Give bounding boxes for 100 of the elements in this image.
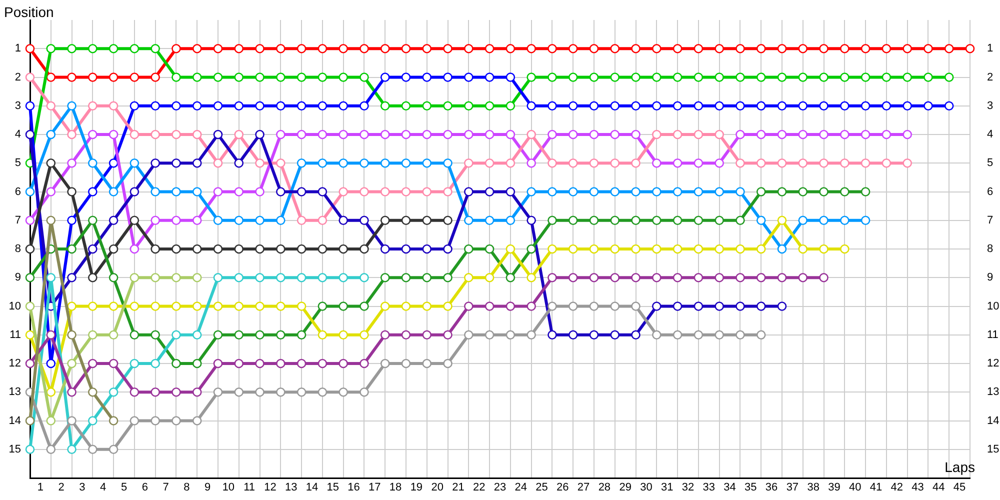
point	[714, 187, 724, 196]
point	[130, 72, 140, 82]
point	[631, 72, 640, 82]
point	[67, 72, 76, 82]
point	[318, 216, 328, 226]
point	[296, 244, 306, 254]
point	[860, 44, 870, 54]
point	[422, 130, 432, 140]
point	[172, 330, 181, 340]
point	[296, 330, 306, 340]
point	[338, 330, 348, 340]
point	[380, 101, 390, 111]
x-tick-label: 16	[348, 482, 360, 494]
point	[108, 158, 118, 168]
point	[338, 101, 348, 111]
point	[819, 72, 828, 82]
point	[526, 130, 536, 140]
point	[777, 216, 787, 226]
point	[67, 44, 76, 54]
point	[67, 101, 76, 111]
point	[484, 216, 494, 226]
point	[88, 44, 98, 54]
point	[46, 444, 56, 454]
x-tick-label: 8	[184, 482, 190, 494]
point	[88, 444, 98, 454]
point	[213, 44, 223, 54]
point	[130, 387, 140, 397]
point	[213, 158, 223, 168]
point	[506, 72, 516, 82]
point	[694, 244, 704, 254]
point	[360, 101, 369, 111]
point	[464, 187, 474, 196]
point	[506, 187, 516, 196]
point	[840, 216, 850, 226]
point	[360, 358, 369, 368]
point	[672, 244, 682, 254]
point	[67, 244, 76, 254]
point	[234, 358, 244, 368]
point	[67, 158, 76, 168]
point	[276, 44, 286, 54]
x-tick-label: 3	[79, 482, 86, 494]
point	[192, 302, 202, 311]
point	[652, 302, 662, 311]
point	[380, 44, 390, 54]
point	[192, 72, 202, 82]
point	[296, 216, 306, 226]
point	[422, 244, 432, 254]
point	[380, 272, 390, 282]
point	[736, 216, 745, 226]
point	[213, 101, 223, 111]
point	[213, 302, 223, 311]
point	[443, 302, 452, 311]
point	[610, 130, 620, 140]
point	[150, 187, 160, 196]
point	[130, 416, 140, 426]
point	[652, 216, 662, 226]
point	[172, 272, 181, 282]
point	[276, 302, 286, 311]
point	[213, 272, 223, 282]
point	[422, 44, 432, 54]
point	[88, 244, 98, 254]
point	[150, 101, 160, 111]
point	[130, 216, 140, 226]
point	[192, 416, 202, 426]
x-tick-label: 1	[37, 482, 44, 494]
point	[360, 187, 369, 196]
point	[610, 244, 620, 254]
point	[736, 130, 745, 140]
point	[338, 216, 348, 226]
x-tick-label: 27	[577, 482, 590, 494]
point	[714, 272, 724, 282]
point	[484, 272, 494, 282]
point	[777, 302, 787, 311]
x-tick-label: 37	[786, 482, 799, 494]
point	[777, 130, 787, 140]
point	[213, 72, 223, 82]
point	[234, 187, 244, 196]
point	[756, 272, 766, 282]
point	[234, 44, 244, 54]
point	[714, 216, 724, 226]
point	[631, 330, 640, 340]
point	[255, 272, 264, 282]
x-tick-label: 28	[598, 482, 611, 494]
point	[694, 44, 704, 54]
point	[568, 272, 578, 282]
point	[819, 244, 828, 254]
point	[25, 130, 35, 140]
point	[108, 187, 118, 196]
point	[672, 272, 682, 282]
point	[860, 72, 870, 82]
point	[255, 158, 264, 168]
point	[360, 387, 369, 397]
point	[25, 244, 35, 254]
point	[46, 187, 56, 196]
point	[338, 387, 348, 397]
point	[380, 130, 390, 140]
point	[798, 44, 808, 54]
point	[380, 302, 390, 311]
point	[736, 101, 745, 111]
point	[150, 72, 160, 82]
